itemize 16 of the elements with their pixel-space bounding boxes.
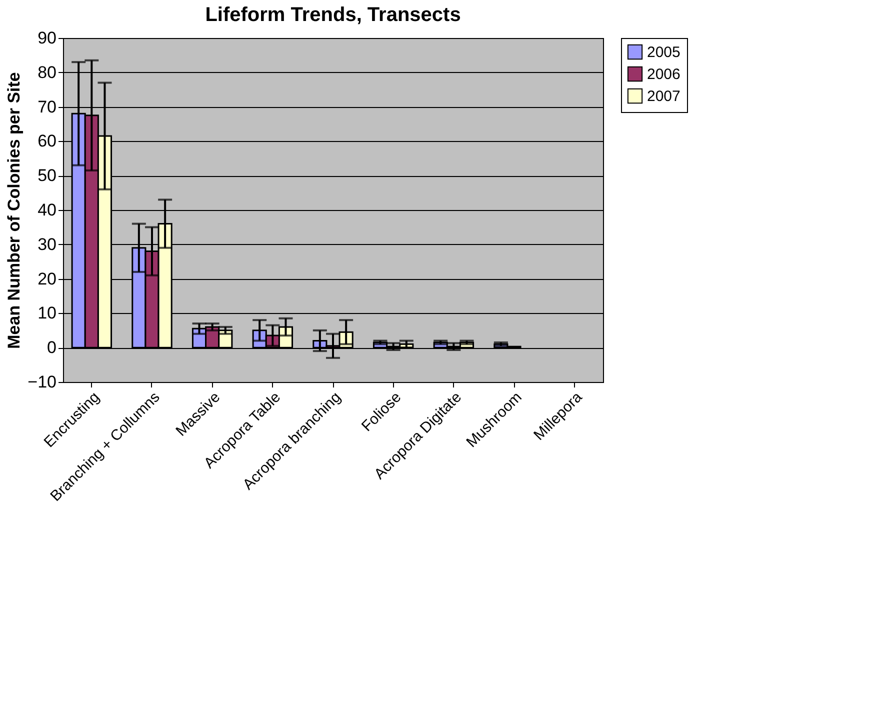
- legend-label: 2005: [647, 44, 680, 61]
- y-tick-label: 50: [38, 166, 56, 186]
- y-tick-label: 20: [38, 269, 56, 288]
- y-tick-label: −10: [28, 372, 56, 392]
- y-tick-label: 90: [38, 28, 56, 48]
- y-tick-label: 10: [38, 304, 56, 323]
- y-tick-label: 60: [38, 132, 56, 151]
- y-tick-label: 40: [38, 200, 56, 220]
- legend-label: 2007: [647, 88, 680, 105]
- y-tick-label: 0: [47, 338, 56, 358]
- y-tick-label: 70: [38, 97, 56, 116]
- y-tick-label: 80: [38, 62, 56, 82]
- legend-label: 2006: [647, 66, 680, 83]
- chart-title: Lifeform Trends, Transects: [205, 4, 461, 26]
- y-axis-title: Mean Number of Colonies per Site: [4, 72, 24, 349]
- y-tick-label: 30: [38, 234, 56, 254]
